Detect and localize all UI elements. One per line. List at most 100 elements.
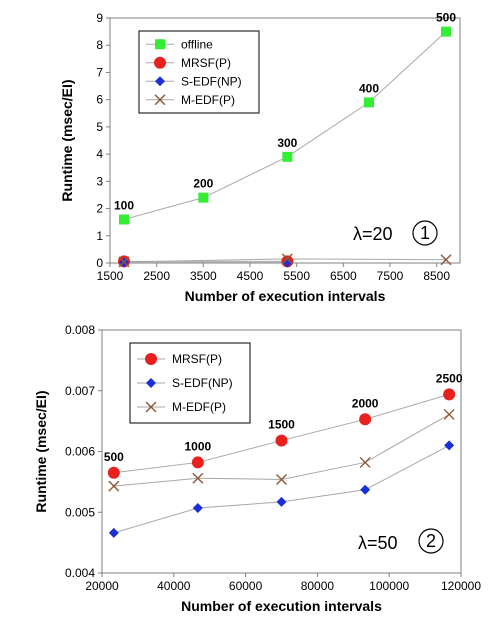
top-legend-label: M-EDF(P) — [181, 93, 235, 107]
top-series-3-point — [118, 256, 130, 268]
bottom-series-2-point-stroke-b — [108, 480, 120, 492]
top-legend-label: MRSF(P) — [181, 56, 231, 70]
chart-bottom: 0.004 0.005 0.006 0.007 0.008 20000 40000 60000… — [33, 323, 481, 614]
bottom-legend-marker — [145, 401, 157, 413]
top-series-0-point — [119, 214, 129, 225]
top-y-tick-label: 8 — [96, 38, 103, 52]
bottom-x-tick-label: 60000 — [229, 579, 263, 593]
top-series-3-point-stroke-b — [440, 254, 452, 266]
top-series-3-point — [440, 254, 452, 266]
bottom-data-label: 1500 — [268, 418, 295, 432]
top-legend: offline MRSF(P) S-EDF(NP) M-EDF(P) — [138, 30, 260, 114]
top-lambda-annotation: λ=20 — [353, 224, 393, 244]
bottom-series-line-1 — [113, 444, 450, 534]
top-x-tick-label: 8500 — [423, 269, 450, 283]
top-legend-marker — [154, 56, 166, 69]
bottom-y-tick-label: 0.007 — [65, 384, 95, 398]
top-y-tick-label: 2 — [96, 202, 103, 216]
top-x-tick-label: 2500 — [143, 269, 170, 283]
top-y-axis: 0 1 2 3 4 5 6 7 8 9 — [96, 11, 110, 270]
bottom-y-tick-label: 0.006 — [65, 445, 95, 459]
bottom-series-0-points: 500 1000 1500 2000 2500 — [104, 371, 463, 479]
top-y-tick-label: 5 — [96, 120, 103, 134]
bottom-series-1-point — [108, 527, 119, 538]
top-legend-marker-stroke-b — [154, 94, 166, 106]
bottom-x-tick-label: 120000 — [441, 579, 481, 593]
top-legend-marker — [155, 76, 165, 87]
bottom-series-0-point — [107, 466, 120, 479]
top-y-tick-label: 9 — [96, 11, 103, 25]
top-circle-number: 1 — [420, 223, 430, 243]
bottom-y-tick-label: 0.004 — [65, 566, 95, 580]
top-series-0-point — [198, 192, 209, 203]
bottom-series-2-point-stroke-b — [359, 456, 371, 468]
bottom-x-tick-label: 100000 — [369, 579, 409, 593]
bottom-data-label: 2500 — [436, 371, 463, 385]
top-x-tick-label: 6500 — [330, 269, 357, 283]
bottom-legend-marker — [146, 378, 156, 388]
bottom-circle-number: 2 — [426, 531, 436, 551]
top-data-label: 500 — [436, 11, 456, 25]
bottom-data-label: 1000 — [185, 439, 212, 453]
top-x-tick-label: 7500 — [377, 269, 404, 283]
bottom-series-1-point — [276, 496, 287, 507]
bottom-series-1-points — [108, 440, 455, 538]
top-y-tick-label: 1 — [96, 229, 103, 243]
top-legend-marker — [154, 94, 166, 106]
bottom-series-1-point — [192, 502, 203, 513]
bottom-data-label: 500 — [104, 450, 124, 464]
top-x-tick-label: 5500 — [283, 269, 310, 283]
bottom-series-2-point-stroke-b — [192, 472, 204, 484]
bottom-y-axis: 0.004 0.005 0.006 0.007 0.008 — [65, 323, 102, 580]
top-legend-marker — [155, 39, 165, 50]
top-series-0-point — [441, 26, 451, 37]
bottom-series-2-point — [443, 408, 455, 420]
top-y-tick-label: 6 — [96, 93, 103, 107]
top-series-3-point-stroke-b — [118, 256, 130, 268]
top-series-2-point — [282, 257, 293, 268]
top-series-3-point — [281, 253, 293, 265]
top-series-0-point — [364, 97, 374, 108]
bottom-legend-marker-stroke-b — [145, 401, 157, 413]
bottom-y-tick-label: 0.008 — [65, 323, 95, 337]
bottom-series-0-point — [443, 388, 456, 401]
top-x-axis-title: Number of execution intervals — [185, 288, 386, 304]
top-data-label: 200 — [193, 177, 213, 191]
bottom-series-2-point — [108, 480, 120, 492]
top-legend-label: S-EDF(NP) — [181, 74, 242, 88]
top-y-tick-label: 3 — [96, 174, 103, 188]
bottom-series-1-point — [444, 440, 455, 451]
bottom-legend-label: S-EDF(NP) — [172, 376, 233, 390]
bottom-series-1-point — [360, 484, 371, 495]
bottom-x-axis: 20000 40000 60000 80000 100000 120000 — [85, 573, 481, 593]
bottom-series-0-point — [275, 434, 288, 447]
top-series-3-point-stroke-b — [281, 253, 293, 265]
bottom-x-axis-title: Number of execution intervals — [181, 598, 382, 614]
bottom-y-axis-title: Runtime (msec/EI) — [33, 390, 49, 512]
bottom-series-0-point — [191, 456, 204, 469]
top-x-tick-label: 3500 — [190, 269, 217, 283]
bottom-legend: MRSF(P) S-EDF(NP) M-EDF(P) — [129, 342, 251, 424]
bottom-y-tick-label: 0.005 — [65, 505, 95, 519]
bottom-series-2-points — [108, 408, 455, 492]
top-y-tick-label: 4 — [96, 147, 103, 161]
bottom-legend-label: MRSF(P) — [172, 352, 222, 366]
top-data-label: 100 — [114, 198, 134, 212]
top-y-tick-label: 0 — [96, 256, 103, 270]
top-y-tick-label: 7 — [96, 65, 103, 79]
top-circle-annotation — [412, 220, 438, 246]
top-series-0-point — [282, 151, 293, 162]
bottom-legend-marker — [145, 353, 157, 365]
bottom-series-2-point-stroke-b — [276, 473, 287, 485]
top-series-3-points — [118, 253, 452, 268]
top-data-label: 300 — [277, 136, 297, 150]
bottom-series-2-point — [276, 473, 287, 485]
bottom-series-2-point — [192, 472, 204, 484]
bottom-data-label: 2000 — [352, 396, 379, 410]
bottom-circle-annotation — [418, 528, 444, 554]
top-data-label: 400 — [359, 81, 379, 95]
bottom-x-tick-label: 20000 — [85, 579, 119, 593]
bottom-x-tick-label: 40000 — [157, 579, 191, 593]
